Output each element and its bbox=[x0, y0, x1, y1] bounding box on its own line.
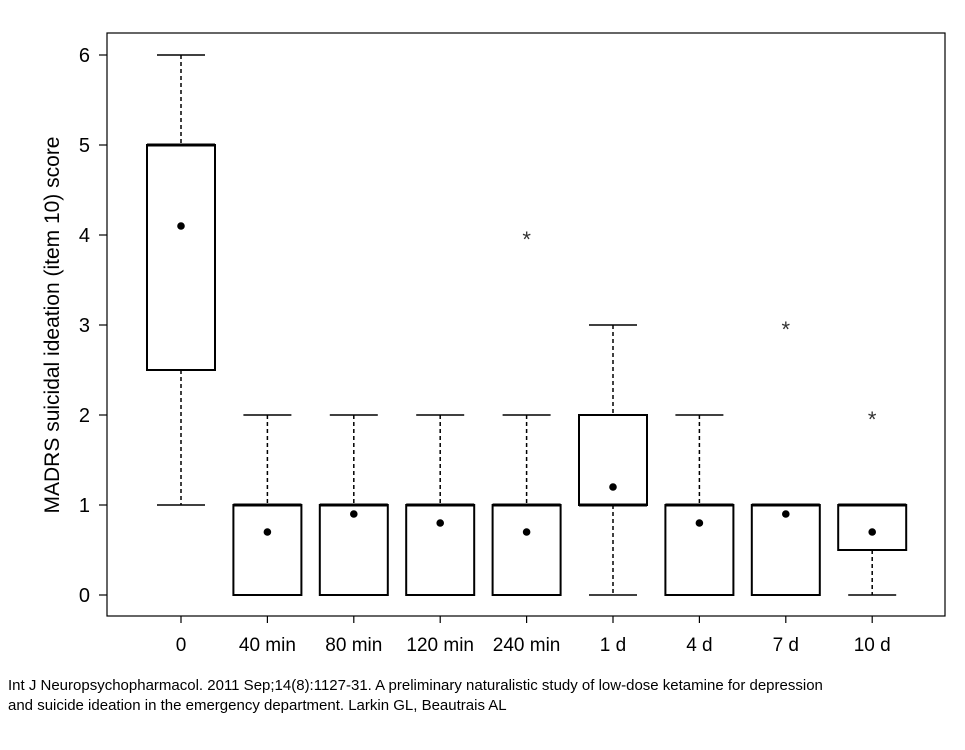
mean-dot bbox=[436, 519, 445, 527]
box-2 bbox=[232, 414, 303, 596]
y-tick-label: 6 bbox=[79, 45, 90, 67]
x-tick-label: 4 d bbox=[686, 635, 712, 656]
box-9: * bbox=[837, 407, 908, 596]
box-8: * bbox=[750, 317, 821, 596]
y-tick-label: 4 bbox=[79, 225, 90, 247]
box-iqr bbox=[232, 504, 303, 596]
box-5: * bbox=[491, 227, 562, 596]
mean-dot bbox=[350, 510, 358, 518]
x-axis: 0 40 min 80 min 120 min 240 min 1 d 4 d 7 d 10 d bbox=[176, 616, 891, 656]
mean-dot bbox=[609, 483, 617, 491]
y-tick-label: 1 bbox=[79, 495, 90, 517]
box-iqr bbox=[664, 504, 735, 596]
y-tick-label: 0 bbox=[79, 585, 90, 607]
mean-dot bbox=[782, 510, 790, 518]
x-tick-label: 7 d bbox=[773, 635, 799, 656]
x-tick-label: 0 bbox=[176, 635, 187, 656]
box-3 bbox=[318, 414, 389, 596]
box-iqr bbox=[405, 504, 476, 596]
mean-dot bbox=[522, 528, 531, 536]
mean-dot bbox=[695, 519, 704, 527]
outlier-marker: * bbox=[522, 227, 531, 252]
mean-dot bbox=[263, 528, 272, 536]
mean-dot bbox=[177, 222, 185, 230]
box-1 bbox=[146, 54, 216, 506]
boxes-group: * * * bbox=[146, 54, 908, 596]
box-7 bbox=[664, 414, 735, 596]
y-tick-label: 3 bbox=[79, 315, 90, 337]
box-iqr bbox=[491, 504, 562, 596]
box-iqr bbox=[146, 144, 216, 371]
boxplot-chart: 0 1 2 3 4 5 6 0 40 min 80 min 120 min 240 min 1 d 4 … bbox=[41, 32, 946, 656]
box-iqr bbox=[318, 504, 389, 596]
y-tick-label: 2 bbox=[79, 405, 90, 427]
citation-line-2: and suicide ideation in the emergency de… bbox=[8, 697, 507, 714]
mean-dot bbox=[868, 528, 876, 536]
x-tick-label: 120 min bbox=[406, 635, 474, 656]
x-tick-label: 10 d bbox=[854, 635, 891, 656]
outlier-marker: * bbox=[868, 407, 877, 432]
citation-line-1: Int J Neuropsychopharmacol. 2011 Sep;14(… bbox=[8, 677, 823, 694]
y-axis-label: MADRS suicidal ideation (item 10) score bbox=[41, 137, 64, 514]
y-tick-label: 5 bbox=[79, 135, 90, 157]
x-tick-label: 240 min bbox=[493, 635, 561, 656]
x-tick-label: 40 min bbox=[239, 635, 296, 656]
box-iqr bbox=[750, 504, 821, 596]
x-tick-label: 1 d bbox=[600, 635, 626, 656]
box-6 bbox=[578, 324, 648, 596]
box-4 bbox=[405, 414, 476, 596]
box-iqr bbox=[837, 504, 908, 551]
citation-caption: Int J Neuropsychopharmacol. 2011 Sep;14(… bbox=[8, 676, 958, 716]
box-iqr bbox=[578, 414, 648, 506]
x-tick-label: 80 min bbox=[325, 635, 382, 656]
outlier-marker: * bbox=[782, 317, 791, 342]
y-axis: 0 1 2 3 4 5 6 bbox=[79, 45, 107, 607]
